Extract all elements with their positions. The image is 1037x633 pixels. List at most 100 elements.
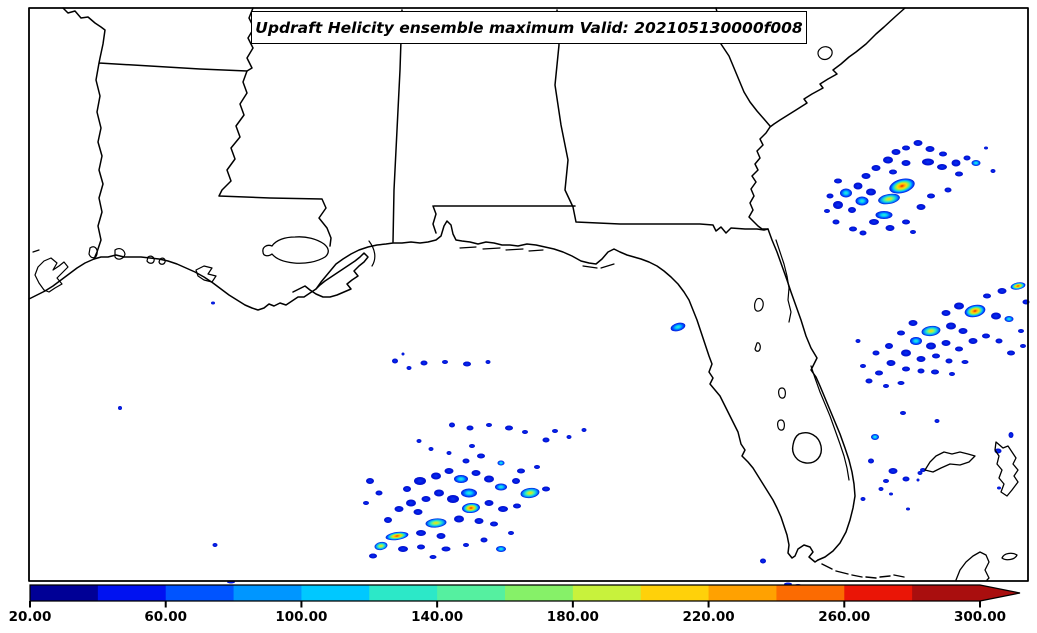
uh-blob [888,468,898,474]
uh-blob [542,486,550,492]
uh-blob [490,521,498,527]
uh-blob [906,507,910,511]
uh-blob [454,475,468,483]
colorbar-tick-label: 260.00 [818,609,870,625]
uh-blob [425,518,447,528]
uh-blob [900,411,906,415]
uh-blob [902,145,910,151]
colorbar-segment [369,585,438,601]
uh-blob [670,322,686,332]
uh-blob [552,429,558,433]
uh-blob [1018,329,1024,333]
uh-blob [444,468,454,474]
uh-blob [826,193,834,199]
uh-blob [902,366,910,372]
uh-blob [878,487,884,491]
galveston-bay [34,257,69,293]
uh-blob [463,361,471,367]
uh-blob [954,302,964,310]
mississippi-river-border [218,7,332,247]
uh-blob [931,369,939,375]
barrier-islands [32,240,615,269]
st-johns-river [775,239,792,323]
uh-blob [897,381,905,385]
state-border-tx-ar-la [62,7,248,260]
uh-blob [855,339,861,343]
uh-blob [855,196,869,206]
colorbar-tick-label: 60.00 [144,609,187,625]
uh-blob [436,533,446,539]
uh-blob [921,325,941,337]
uh-blob [955,346,963,352]
uh-blob [495,483,507,491]
uh-blob [951,159,961,167]
uh-blob [859,230,867,236]
uh-blob [968,338,978,344]
uh-blob [434,489,444,497]
florida-lakes [754,297,786,431]
uh-blob [949,372,955,376]
uh-blob [875,211,893,219]
uh-blob [485,360,491,364]
colorbar-segment [97,585,167,601]
uh-blob [421,496,431,502]
uh-blob [941,310,951,316]
uh-blob [534,465,540,469]
uh-blob [374,541,388,551]
colorbar: 20.00 60.00 100.00 140.00 180.00 220.00 260.00… [9,584,1021,625]
lake-pontchartrain [262,236,329,264]
colorbar-segment [437,585,506,601]
uh-blob [566,435,572,439]
map-frame [28,7,1029,582]
uh-blob [927,193,935,199]
uh-blob [883,156,893,164]
uh-blob [902,476,910,482]
uh-blob [997,486,1001,490]
uh-blob [934,419,940,423]
uh-blob [866,188,876,196]
uh-blob [982,333,990,339]
gulf-coastline-west [28,252,369,311]
uh-blob [497,460,505,466]
uh-blob [849,226,857,232]
uh-blob [480,537,488,543]
uh-blob [983,293,991,299]
uh-blob [462,458,470,464]
uh-blob [413,509,423,515]
uh-blob [971,160,981,166]
colorbar-tick-label: 100.00 [275,609,327,625]
uh-blob [889,178,915,194]
uh-blob [871,434,879,440]
uh-blob [961,360,969,364]
uh-blob [1004,316,1014,322]
uh-blob [581,428,587,432]
uh-blob [484,475,494,483]
colorbar-segment [301,585,370,601]
colorbar-tick-label: 300.00 [954,609,1006,625]
uh-blob [385,531,409,541]
uh-blob [462,502,480,514]
uh-blob [891,149,901,155]
uh-blob [926,342,936,350]
uh-blob [505,425,513,431]
uh-blob [865,378,873,384]
uh-blob [512,478,520,484]
colorbar-outline [29,584,1021,602]
uh-blob [984,146,988,150]
uh-blob [484,500,494,506]
uh-blob [885,225,895,231]
uh-blob [1010,282,1026,290]
uh-blob [944,187,952,193]
uh-blob [824,209,830,213]
uh-blob [917,471,923,475]
uh-blob [995,338,1003,344]
uh-blob [897,330,905,336]
uh-blob [522,430,528,434]
uh-blob [991,312,1001,320]
uh-blob [394,506,404,512]
uh-blob [853,182,863,190]
uh-blob [369,553,377,559]
bahamas-islands [924,441,1019,561]
uh-blob [498,506,508,512]
carolina-lake [817,46,833,61]
